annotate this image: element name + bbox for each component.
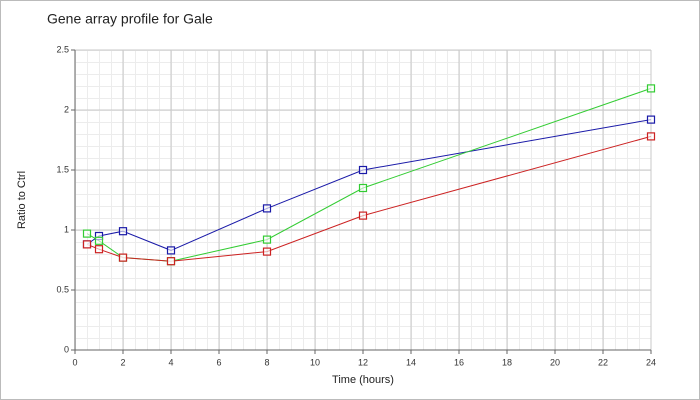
x-tick-label: 20 (550, 357, 560, 367)
y-tick-label: 2.5 (56, 44, 69, 54)
x-tick-label: 6 (216, 357, 221, 367)
point (118, 253, 128, 262)
x-tick-label: 22 (598, 357, 608, 367)
x-tick-label: 18 (502, 357, 512, 367)
point (358, 183, 368, 193)
x-tick-label: 8 (264, 357, 269, 367)
point (262, 204, 272, 213)
point (646, 115, 656, 124)
point (94, 245, 104, 254)
point (358, 165, 368, 175)
point (82, 229, 92, 238)
x-tick-label: 16 (454, 357, 464, 367)
x-axis-label: Time (hours) (332, 374, 394, 386)
point (118, 227, 128, 236)
y-axis-label: Ratio to Ctrl (16, 171, 28, 229)
point (94, 236, 104, 245)
point (82, 240, 92, 249)
point (646, 132, 656, 141)
y-tick-label: 0.5 (56, 284, 69, 294)
point (646, 84, 656, 93)
x-tick-label: 4 (168, 357, 173, 367)
y-tick-label: 1.5 (56, 164, 69, 174)
point (358, 211, 368, 220)
point (262, 247, 272, 256)
x-tick-label: 2 (120, 357, 125, 367)
y-tick-label: 1 (64, 224, 69, 234)
point (166, 257, 176, 266)
y-tick-label: 2 (64, 104, 69, 114)
x-tick-label: 10 (310, 357, 320, 367)
y-tick-label: 0 (64, 344, 69, 354)
point (262, 235, 272, 244)
x-tick-label: 0 (72, 357, 77, 367)
x-tick-label: 12 (358, 357, 368, 367)
point (166, 246, 176, 255)
x-tick-label: 14 (406, 357, 416, 367)
x-tick-label: 24 (646, 357, 656, 367)
chart-title: Gene array profile for Gale (47, 11, 213, 27)
